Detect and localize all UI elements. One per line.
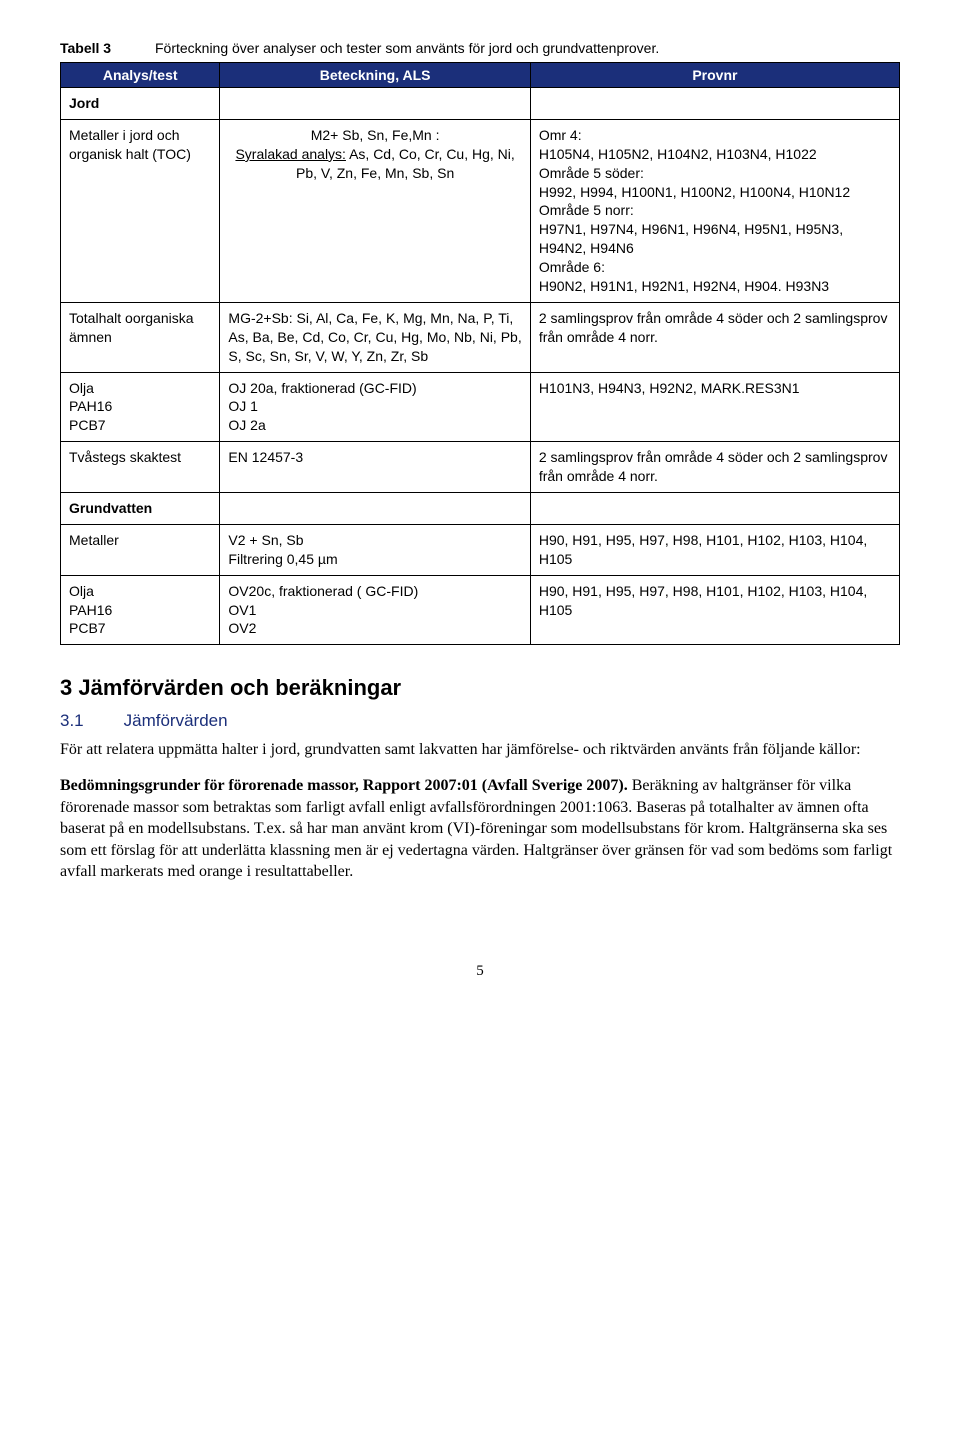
page-number: 5 (60, 963, 900, 980)
subsection-heading: 3.1 Jämförvärden (60, 711, 900, 731)
empty-cell (220, 88, 530, 120)
cell-analys: Tvåstegs skaktest (61, 442, 220, 493)
table-row: Totalhalt oorganiska ämnen MG-2+Sb: Si, … (61, 302, 900, 372)
table-row: Metaller V2 + Sn, SbFiltrering 0,45 µm H… (61, 524, 900, 575)
table-row: Tvåstegs skaktest EN 12457-3 2 samlingsp… (61, 442, 900, 493)
cell-analys: Totalhalt oorganiska ämnen (61, 302, 220, 372)
table-label: Tabell 3 (60, 40, 111, 56)
cell-beteckning: OJ 20a, fraktionerad (GC-FID)OJ 1OJ 2a (220, 372, 530, 442)
paragraph-2-bold: Bedömningsgrunder för förorenade massor,… (60, 777, 628, 794)
paragraph-1: För att relatera uppmätta halter i jord,… (60, 739, 900, 761)
section-jord: Jord (61, 88, 220, 120)
th-beteckning: Beteckning, ALS (220, 63, 530, 88)
subsection-number: 3.1 (60, 711, 84, 730)
cell-provnr: Omr 4:H105N4, H105N2, H104N2, H103N4, H1… (530, 119, 899, 302)
analysis-table: Analys/test Beteckning, ALS Provnr Jord … (60, 62, 900, 645)
paragraph-2: Bedömningsgrunder för förorenade massor,… (60, 775, 900, 883)
cell-beteckning: V2 + Sn, SbFiltrering 0,45 µm (220, 524, 530, 575)
cell-analys: OljaPAH16PCB7 (61, 575, 220, 645)
table-title-line: Tabell 3 Förteckning över analyser och t… (60, 40, 900, 56)
cell-analys: Metaller (61, 524, 220, 575)
cell-analys: OljaPAH16PCB7 (61, 372, 220, 442)
empty-cell (220, 493, 530, 525)
th-provnr: Provnr (530, 63, 899, 88)
section-heading: 3 Jämförvärden och beräkningar (60, 675, 900, 701)
cell-provnr: H90, H91, H95, H97, H98, H101, H102, H10… (530, 524, 899, 575)
cell-provnr: 2 samlingsprov från område 4 söder och 2… (530, 442, 899, 493)
cell-beteckning: MG-2+Sb: Si, Al, Ca, Fe, K, Mg, Mn, Na, … (220, 302, 530, 372)
table-row: OljaPAH16PCB7 OV20c, fraktionerad ( GC-F… (61, 575, 900, 645)
cell-provnr: H90, H91, H95, H97, H98, H101, H102, H10… (530, 575, 899, 645)
section-grundvatten: Grundvatten (61, 493, 220, 525)
cell-beteckning: M2+ Sb, Sn, Fe,Mn : Syralakad analys: As… (220, 119, 530, 302)
table-caption: Förteckning över analyser och tester som… (155, 40, 659, 56)
subsection-title: Jämförvärden (124, 711, 228, 730)
cell-provnr: 2 samlingsprov från område 4 söder och 2… (530, 302, 899, 372)
th-analys: Analys/test (61, 63, 220, 88)
cell-beteckning: EN 12457-3 (220, 442, 530, 493)
cell-provnr: H101N3, H94N3, H92N2, MARK.RES3N1 (530, 372, 899, 442)
empty-cell (530, 493, 899, 525)
cell-beteckning: OV20c, fraktionerad ( GC-FID)OV1OV2 (220, 575, 530, 645)
table-row: Metaller i jord och organisk halt (TOC) … (61, 119, 900, 302)
cell-analys: Metaller i jord och organisk halt (TOC) (61, 119, 220, 302)
table-row: OljaPAH16PCB7 OJ 20a, fraktionerad (GC-F… (61, 372, 900, 442)
empty-cell (530, 88, 899, 120)
